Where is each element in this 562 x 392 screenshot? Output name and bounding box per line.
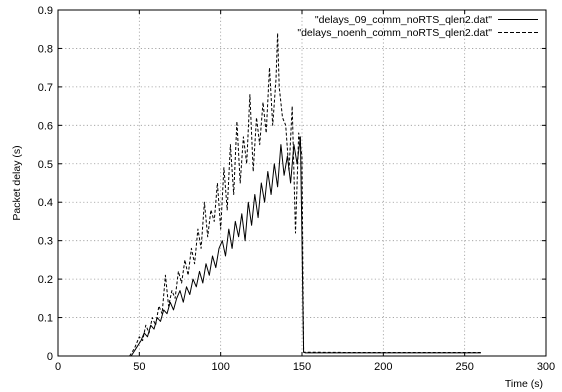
y-tick-label: 0.6 bbox=[38, 120, 53, 132]
x-tick-label: 50 bbox=[133, 361, 145, 373]
y-tick-label: 0.4 bbox=[38, 197, 53, 209]
x-tick-label: 300 bbox=[537, 361, 555, 373]
series-line-2 bbox=[129, 32, 481, 357]
series-layer bbox=[129, 32, 481, 357]
x-tick-label: 100 bbox=[211, 361, 229, 373]
x-tick-label: 0 bbox=[55, 361, 61, 373]
x-tick-label: 200 bbox=[374, 361, 392, 373]
plot-frame bbox=[57, 9, 547, 357]
legend-label-series-2: "delays_noenh_comm_noRTS_qlen2.dat" bbox=[297, 27, 492, 39]
y-tick-label: 0.3 bbox=[38, 236, 53, 248]
y-tick-label: 0.9 bbox=[38, 5, 53, 17]
y-tick-label: 0 bbox=[47, 351, 53, 363]
tick-labels: 0 50 100 150 200 250 300 0 0.1 0.2 0.3 0.4 0.5 0.6 0.7… bbox=[38, 5, 555, 373]
y-tick-label: 0.2 bbox=[38, 274, 53, 286]
legend-label-series-1: "delays_09_comm_noRTS_qlen2.dat" bbox=[315, 14, 492, 26]
y-axis-label: Packet delay (s) bbox=[11, 145, 23, 220]
legend: "delays_09_comm_noRTS_qlen2.dat" "delays… bbox=[297, 14, 538, 39]
x-axis-label: Time (s) bbox=[505, 378, 543, 390]
x-tick-label: 250 bbox=[455, 361, 473, 373]
y-tick-label: 0.8 bbox=[38, 43, 53, 55]
y-tick-label: 0.7 bbox=[38, 82, 53, 94]
y-tick-label: 0.1 bbox=[38, 313, 53, 325]
y-tick-label: 0.5 bbox=[38, 159, 53, 171]
x-tick-label: 150 bbox=[293, 361, 311, 373]
series-line-1 bbox=[130, 136, 481, 357]
